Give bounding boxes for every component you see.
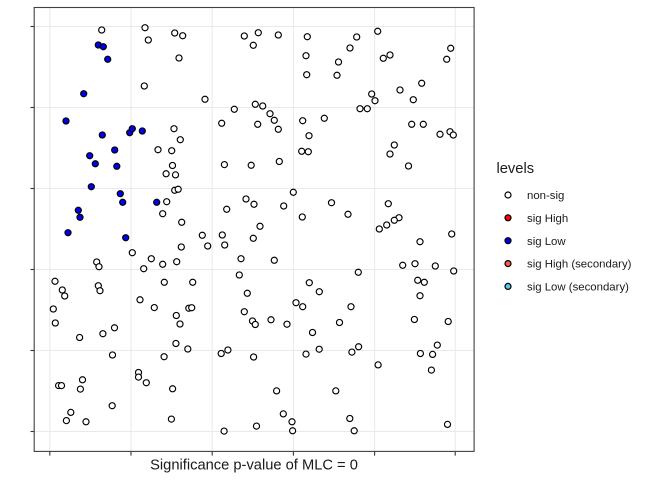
- svg-text:sig High (secondary): sig High (secondary): [527, 259, 632, 271]
- svg-text:sig Low: sig Low: [527, 236, 566, 248]
- svg-text:sig High: sig High: [527, 213, 568, 225]
- svg-text:non-sig: non-sig: [527, 190, 564, 202]
- svg-text:sig Low (secondary): sig Low (secondary): [527, 282, 629, 294]
- svg-text:Significance p-value of MLC =: Significance p-value of MLC = 0: [150, 458, 358, 474]
- svg-text:levels: levels: [497, 161, 535, 177]
